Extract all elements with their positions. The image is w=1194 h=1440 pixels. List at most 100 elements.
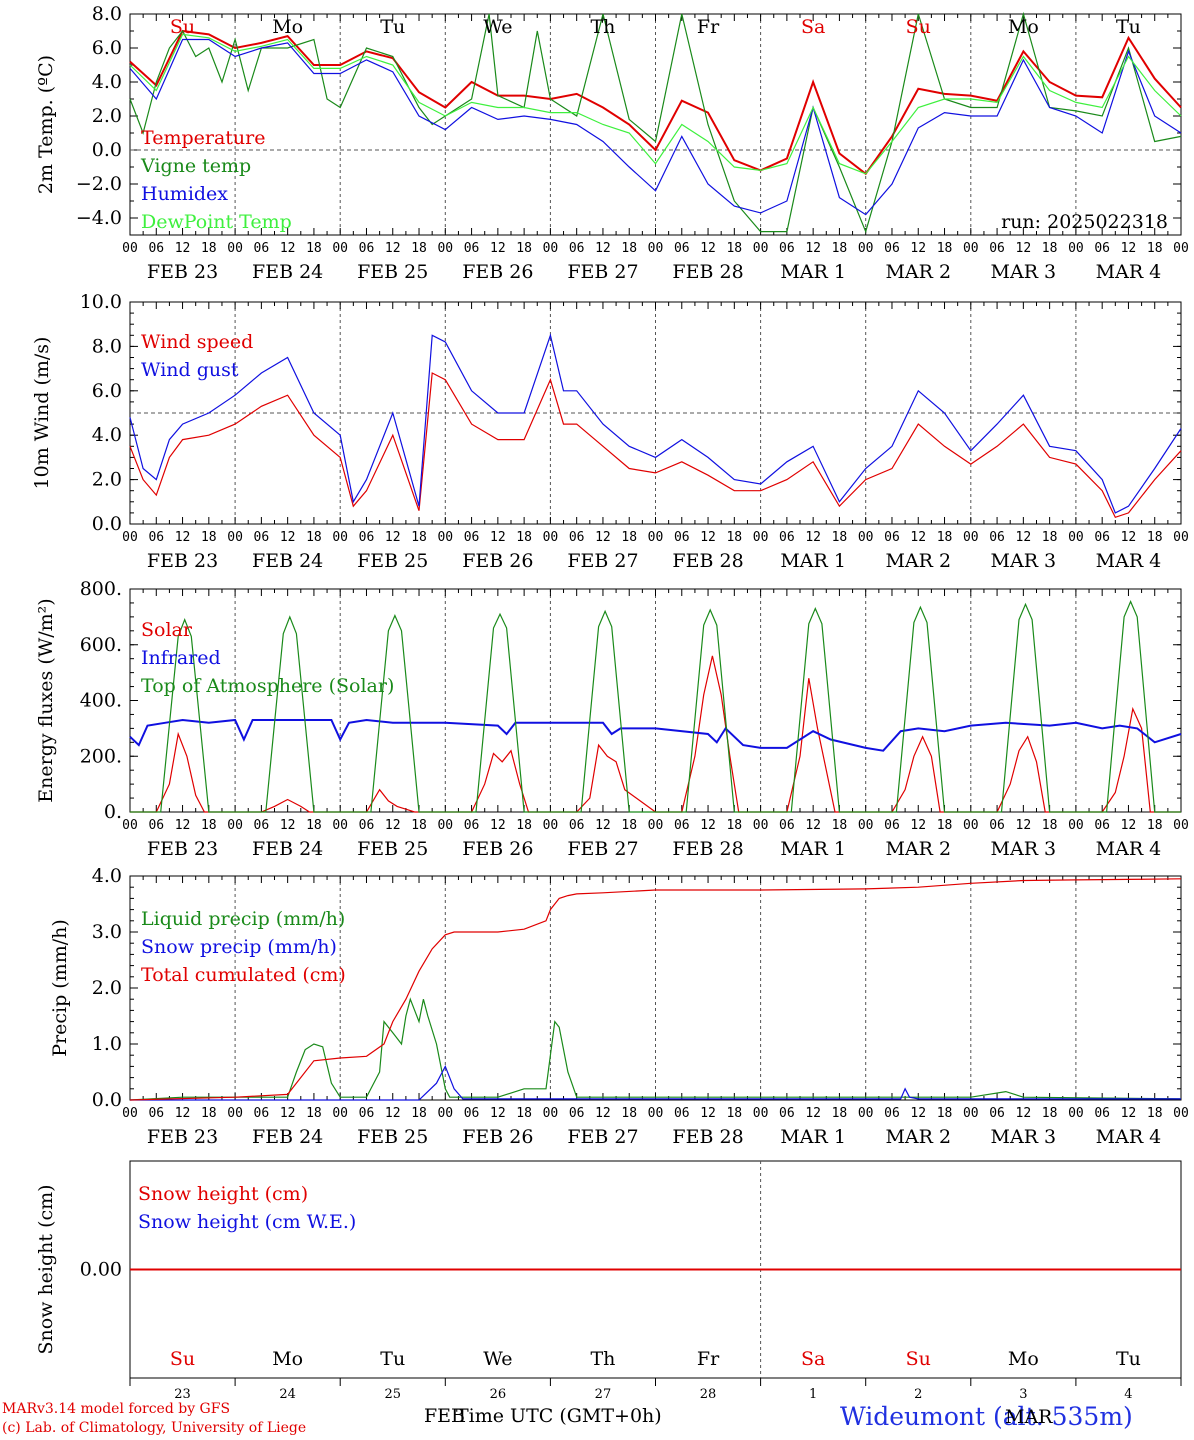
date-label: FEB 27 xyxy=(567,1126,638,1148)
hour-tick-label: 00 xyxy=(858,530,874,545)
date-label: MAR 4 xyxy=(1096,838,1162,860)
hour-tick-label: 06 xyxy=(674,241,690,256)
credit-line-1: MARv3.14 model forced by GFS xyxy=(2,1401,231,1417)
date-label: FEB 25 xyxy=(357,1126,428,1148)
hour-tick-label: 06 xyxy=(359,818,375,833)
hour-tick-label: 12 xyxy=(490,1106,506,1121)
hour-tick-label: 00 xyxy=(753,241,769,256)
legend-entry: Temperature xyxy=(141,127,265,149)
hour-tick-label: 06 xyxy=(148,1106,164,1121)
weekday-label-top: We xyxy=(483,16,512,38)
day-number-label: 25 xyxy=(384,1387,401,1402)
date-label: MAR 3 xyxy=(991,1126,1057,1148)
date-label: MAR 1 xyxy=(780,261,846,283)
date-label: MAR 1 xyxy=(780,838,846,860)
hour-tick-label: 18 xyxy=(516,530,532,545)
hour-tick-label: 12 xyxy=(910,241,926,256)
weekday-label: Fr xyxy=(697,1348,720,1370)
hour-tick-label: 06 xyxy=(989,530,1005,545)
hour-tick-label: 00 xyxy=(437,530,453,545)
hour-tick-label: 00 xyxy=(753,1106,769,1121)
weekday-label-top: Fr xyxy=(697,16,720,38)
hour-tick-label: 18 xyxy=(937,818,953,833)
series-line xyxy=(129,878,1182,1101)
series-line xyxy=(129,29,1182,176)
date-label: MAR 2 xyxy=(885,838,951,860)
hour-tick-label: 00 xyxy=(122,818,138,833)
hour-tick-label: 18 xyxy=(1042,818,1058,833)
date-label: MAR 2 xyxy=(885,261,951,283)
hour-tick-label: 06 xyxy=(884,818,900,833)
date-label: FEB 25 xyxy=(357,261,428,283)
hour-tick-label: 18 xyxy=(832,241,848,256)
hour-tick-label: 06 xyxy=(359,1106,375,1121)
hour-tick-label: 12 xyxy=(805,241,821,256)
hour-tick-label: 00 xyxy=(648,530,664,545)
hour-tick-label: 06 xyxy=(254,818,270,833)
date-label: FEB 27 xyxy=(567,550,638,572)
hour-tick-label: 18 xyxy=(1147,530,1163,545)
hour-tick-label: 06 xyxy=(254,241,270,256)
weekday-label: Tu xyxy=(1116,1348,1141,1370)
hour-tick-label: 06 xyxy=(884,241,900,256)
date-label: FEB 23 xyxy=(147,261,218,283)
credit-line-2: (c) Lab. of Climatology, University of L… xyxy=(2,1420,307,1436)
hour-tick-label: 12 xyxy=(595,1106,611,1121)
date-label: MAR 2 xyxy=(885,1126,951,1148)
hour-tick-label: 12 xyxy=(1016,1106,1032,1121)
hour-tick-label: 06 xyxy=(779,530,795,545)
date-label: FEB 28 xyxy=(672,1126,743,1148)
hour-tick-label: 00 xyxy=(1068,530,1084,545)
month-overlay-mar: MAR xyxy=(1005,1406,1053,1428)
weekday-label: Mo xyxy=(272,1348,303,1370)
hour-tick-label: 12 xyxy=(280,530,296,545)
hour-tick-label: 06 xyxy=(569,1106,585,1121)
date-label: FEB 23 xyxy=(147,838,218,860)
hour-tick-label: 12 xyxy=(490,241,506,256)
date-label: FEB 24 xyxy=(252,261,323,283)
legend-entry: Vigne temp xyxy=(140,155,251,177)
hour-tick-label: 18 xyxy=(516,1106,532,1121)
hour-tick-label: 12 xyxy=(1121,818,1137,833)
y-axis-label: 2m Temp. (ºC) xyxy=(35,55,57,194)
hour-tick-label: 18 xyxy=(621,241,637,256)
hour-tick-label: 18 xyxy=(306,818,322,833)
hour-tick-label: 06 xyxy=(464,241,480,256)
legend-entry: Snow precip (mm/h) xyxy=(141,936,337,958)
y-tick-label: 4.0 xyxy=(92,865,122,887)
date-label: MAR 3 xyxy=(991,550,1057,572)
hour-tick-label: 18 xyxy=(306,530,322,545)
hour-tick-label: 06 xyxy=(989,1106,1005,1121)
hour-tick-label: 06 xyxy=(148,530,164,545)
hour-tick-label: 00 xyxy=(1068,1106,1084,1121)
hour-tick-label: 18 xyxy=(201,1106,217,1121)
hour-tick-label: 00 xyxy=(753,818,769,833)
hour-tick-label: 12 xyxy=(1016,241,1032,256)
hour-tick-label: 00 xyxy=(437,1106,453,1121)
y-tick-label: 2.0 xyxy=(92,469,122,491)
hour-tick-label: 06 xyxy=(674,818,690,833)
hour-tick-label: 06 xyxy=(989,241,1005,256)
hour-tick-label: 00 xyxy=(1068,241,1084,256)
y-tick-label: 0.00 xyxy=(80,1259,122,1281)
y-tick-label: 0.0 xyxy=(92,513,122,535)
date-label: FEB 28 xyxy=(672,261,743,283)
legend-entry: Wind speed xyxy=(141,331,253,353)
weekday-label-top: Tu xyxy=(380,16,405,38)
weekday-label: Su xyxy=(170,1348,195,1370)
hour-tick-label: 12 xyxy=(280,818,296,833)
hour-tick-label: 06 xyxy=(884,1106,900,1121)
hour-tick-label: 12 xyxy=(490,818,506,833)
hour-tick-label: 12 xyxy=(1016,818,1032,833)
day-number-label: 3 xyxy=(1019,1387,1027,1402)
hour-tick-label: 00 xyxy=(858,241,874,256)
station-label: MAR Wideumont (alt. 535m) xyxy=(840,1402,1133,1431)
hour-tick-label: 12 xyxy=(700,1106,716,1121)
hour-tick-label: 12 xyxy=(385,818,401,833)
date-label: FEB 25 xyxy=(357,550,428,572)
hour-tick-label: 18 xyxy=(726,1106,742,1121)
series-line xyxy=(130,1064,1181,1101)
hour-tick-label: 00 xyxy=(227,818,243,833)
hour-tick-label: 00 xyxy=(437,241,453,256)
hour-tick-label: 00 xyxy=(963,1106,979,1121)
